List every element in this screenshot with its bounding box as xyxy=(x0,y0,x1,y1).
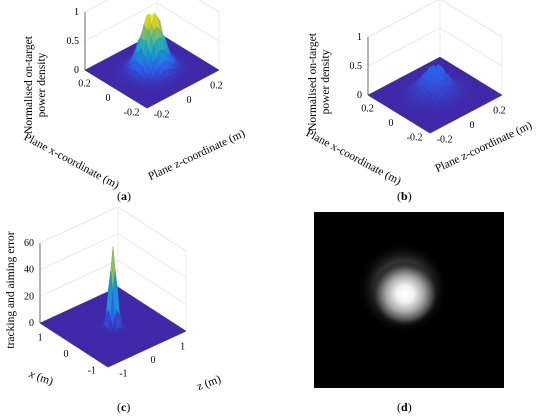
y-tick-label: 1 xyxy=(180,341,185,352)
z-tick-label: 0 xyxy=(74,65,79,76)
y-tick-label: 0.2 xyxy=(210,81,223,92)
wall-edge xyxy=(84,0,109,13)
z-tick-label: 40 xyxy=(24,265,34,276)
y-tick-label: -0.2 xyxy=(437,134,453,145)
x-tick-label: 0.2 xyxy=(361,104,374,115)
y-axis xyxy=(107,330,187,368)
x-tick-label: -0.2 xyxy=(407,132,423,143)
y-axis xyxy=(146,69,220,109)
x-axis-label: Plane x-coordinate (m) xyxy=(304,127,403,187)
y-axis-label: Plane z-coordinate (m) xyxy=(433,120,534,175)
x-axis xyxy=(367,94,431,134)
z-tick-label: 20 xyxy=(24,291,34,302)
surface-plot-a: 0 0.5 1 0.2 0 -0.2 -0.2 0 0.2 Normalised on-targe… xyxy=(22,0,247,192)
wall-edge xyxy=(441,0,503,38)
y-tick-label: 0.2 xyxy=(493,106,506,117)
y-tick-label: -1 xyxy=(119,369,127,380)
x-tick-label: 1 xyxy=(38,332,43,343)
z-axis-label-line: power density xyxy=(320,49,332,114)
z-axis-label: Normalised on-targetpower density xyxy=(23,35,48,134)
panel-label-c: (c) xyxy=(117,400,130,414)
z-tick-label: 0 xyxy=(29,318,34,329)
z-tick-label: 60 xyxy=(24,238,34,249)
z-tick-label: 1 xyxy=(74,7,79,18)
z-tick-label: 0 xyxy=(357,90,362,101)
z-axis-label-line: tracking and aiming error xyxy=(5,231,17,348)
z-axis-label-line: Normalised on-target xyxy=(23,35,35,134)
x-axis-label: x (m) xyxy=(26,368,54,388)
wall-edge xyxy=(198,0,220,13)
x-tick-label: 0.2 xyxy=(78,79,91,90)
x-tick-label: -0.2 xyxy=(124,107,140,118)
x-tick-label: 0 xyxy=(106,93,111,104)
y-tick-label: 0 xyxy=(187,95,192,106)
z-axis-label-line: Normalised on-target xyxy=(307,32,319,131)
panel-label-d: (d) xyxy=(397,400,412,414)
x-tick-label: 0 xyxy=(64,349,69,360)
x-axis-label-var: x xyxy=(26,368,37,382)
z-tick-label: 0.5 xyxy=(67,36,80,47)
y-tick-label: 0 xyxy=(470,120,475,131)
z-axis-label: tracking and aiming error xyxy=(5,231,17,348)
z-tick-label: 1 xyxy=(357,32,362,43)
wall-edge xyxy=(39,206,119,244)
y-tick-label: 0 xyxy=(151,355,156,366)
y-axis-label: z (m) xyxy=(195,373,222,393)
panel-label-a: (a) xyxy=(117,189,131,203)
z-tick-label: 0.5 xyxy=(350,61,363,72)
x-axis-label-unit: (m) xyxy=(32,370,55,388)
x-axis xyxy=(39,322,109,368)
panel-d-spot xyxy=(371,261,439,327)
x-axis xyxy=(84,69,148,109)
wall-edge xyxy=(367,0,439,38)
x-tick-label: -1 xyxy=(88,366,96,377)
z-axis-label: Normalised on-targetpower density xyxy=(307,32,332,131)
x-axis-label: Plane x-coordinate (m) xyxy=(22,131,121,191)
surface-plot-b: 0 0.5 1 0.2 0 -0.2 -0.2 0 0.2 Normalised on-targe… xyxy=(304,0,534,188)
panel-label-b: (b) xyxy=(397,189,412,203)
x-tick-label: 0 xyxy=(389,118,394,129)
y-tick-label: -0.2 xyxy=(154,109,170,120)
gridline xyxy=(39,206,187,252)
z-axis-label-line: power density xyxy=(36,52,48,117)
y-axis-label: Plane z-coordinate (m) xyxy=(146,128,247,183)
y-axis xyxy=(429,94,503,134)
gridline xyxy=(367,0,503,38)
wall-edge xyxy=(117,206,187,252)
gridline xyxy=(84,0,220,13)
